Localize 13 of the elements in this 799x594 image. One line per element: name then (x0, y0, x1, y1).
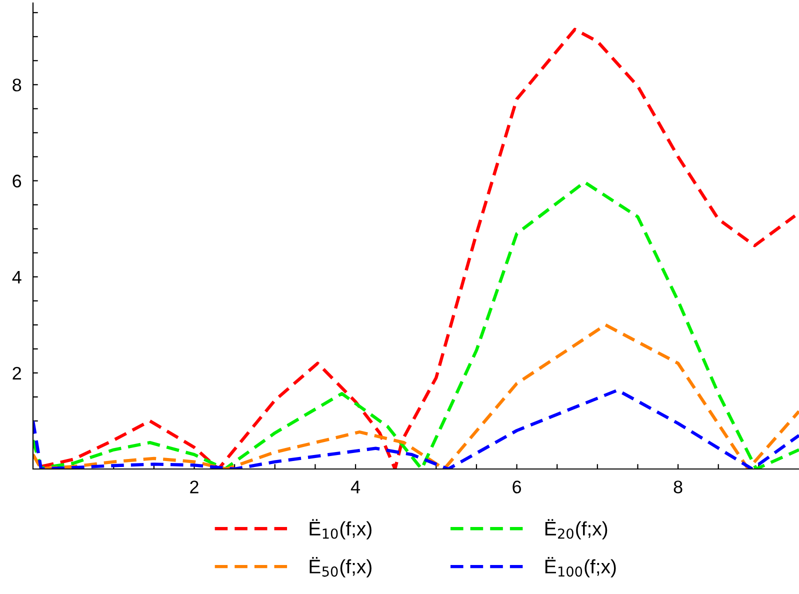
y-tick-label: 4 (12, 270, 22, 284)
legend-label: Ë$_{10}$(f;x) (310, 519, 372, 540)
line-series (39, 28, 797, 469)
x-tick-label: 2 (190, 480, 198, 494)
x-tick-label: 4 (350, 480, 360, 494)
y-tick-label: 6 (12, 174, 22, 188)
legend-label: Ë$_{20}$(f;x) (545, 519, 608, 540)
y-tick-label: 2 (12, 366, 21, 380)
y-tick-label: 8 (12, 78, 22, 92)
legend-label: Ë$_{50}$(f;x) (310, 557, 372, 578)
legend-label: Ë$_{100}$(f;x) (545, 557, 616, 578)
x-tick-label: 8 (674, 480, 682, 494)
x-tick-label: 6 (512, 480, 522, 494)
